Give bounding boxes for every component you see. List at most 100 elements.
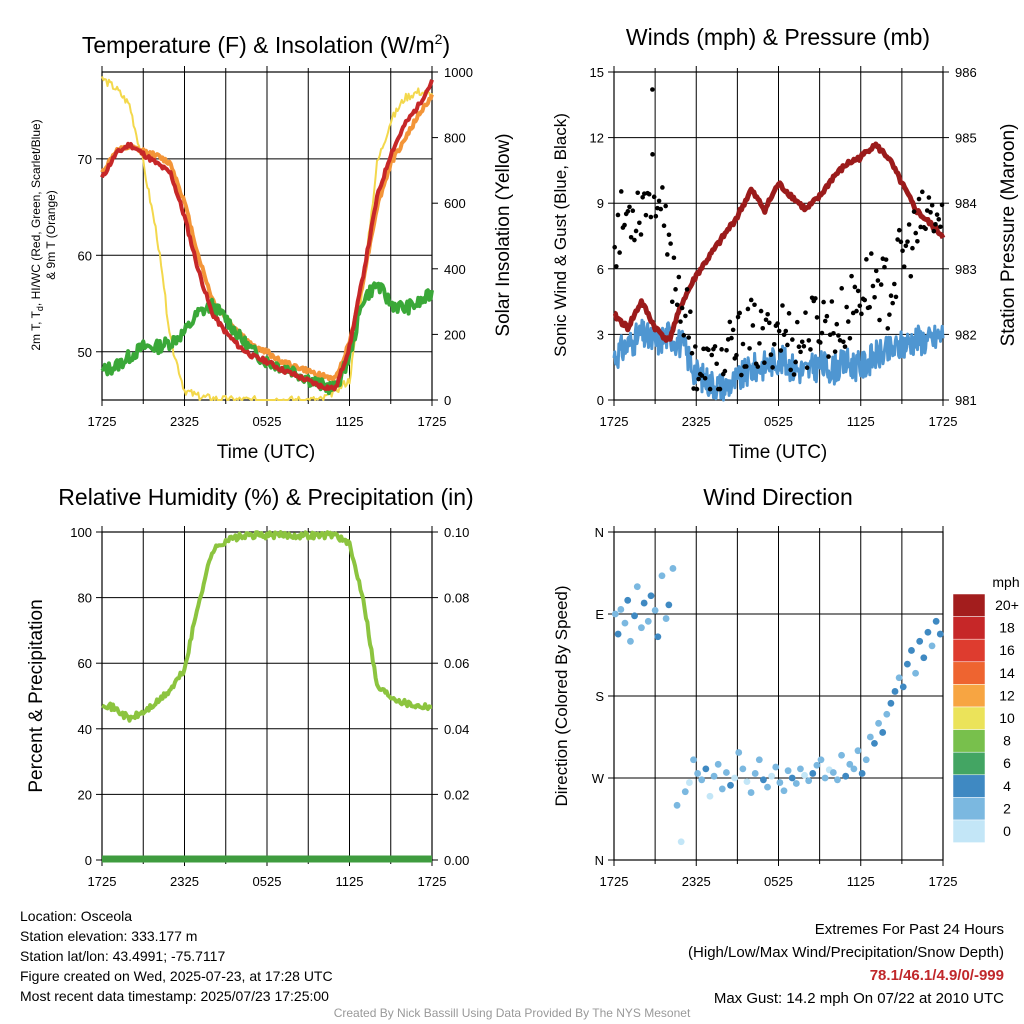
gust-point: [694, 386, 700, 392]
rh-y2tick-label: 0.04: [444, 722, 469, 737]
temp-y2tick-label: 800: [444, 131, 466, 146]
direction-point: [846, 760, 854, 768]
direction-point: [809, 770, 817, 777]
temperature-panel: Temperature (F) & Insolation (W/m2) 2m T…: [29, 31, 514, 463]
rh-xtick-label: 1725: [88, 874, 117, 889]
gust-point: [844, 304, 849, 310]
gust-point: [854, 308, 859, 314]
direction-point: [797, 765, 804, 773]
direction-point: [895, 674, 903, 682]
gust-point: [910, 245, 915, 251]
gust-point: [678, 319, 683, 324]
gust-point: [821, 299, 826, 305]
wind-xtick-label: 1125: [847, 414, 875, 429]
gust-point: [650, 152, 655, 157]
gust-point: [888, 293, 894, 299]
rh-ytick-label: 60: [78, 656, 92, 671]
gust-point: [632, 237, 637, 243]
gust-point: [887, 312, 892, 317]
direction-point: [858, 770, 866, 777]
wind-y2tick-label: 984: [955, 196, 977, 211]
gust-point: [689, 350, 695, 356]
gust-point: [929, 202, 935, 208]
gust-point: [781, 332, 787, 338]
direction-point: [669, 565, 677, 572]
colorbar-label: 10: [999, 710, 1015, 726]
direction-point: [662, 615, 670, 622]
gust-point: [819, 330, 825, 336]
direction-point: [899, 683, 907, 691]
gust-point: [648, 214, 654, 220]
direction-point: [694, 770, 702, 777]
temp-xtick-label: 1725: [418, 414, 447, 429]
direction-point: [644, 617, 652, 625]
wind-y2tick-label: 983: [955, 262, 977, 277]
gust-point: [673, 287, 678, 292]
gust-point: [653, 213, 659, 219]
gust-point: [651, 194, 657, 200]
wind-xtick-label: 1725: [600, 414, 629, 429]
colorbar-title: mph: [992, 574, 1019, 590]
gust-point: [762, 360, 767, 366]
gust-point: [618, 189, 624, 194]
dir-xtick-label: 1125: [847, 874, 875, 889]
humidity-panel: Relative Humidity (%) & Precipitation (i…: [26, 484, 474, 793]
gust-point: [920, 189, 925, 195]
gust-point: [936, 217, 942, 222]
gust-point: [855, 288, 861, 294]
gust-point: [878, 282, 884, 287]
temp-series-2m-t: [100, 79, 434, 392]
temperature-chart-title: Temperature (F) & Insolation (W/m2): [82, 31, 450, 58]
gust-point: [735, 314, 741, 320]
direction-point: [871, 739, 878, 747]
gust-point: [665, 252, 670, 257]
colorbar-label: 0: [1003, 823, 1011, 839]
direction-point: [903, 660, 911, 668]
extremes-values: 78.1/46.1/4.9/0/-999: [869, 967, 1004, 984]
gust-point: [836, 333, 841, 338]
rh-ytick-label: 0: [85, 853, 92, 868]
gust-point: [783, 328, 789, 334]
gust-point: [722, 368, 728, 374]
gust-point: [666, 232, 672, 238]
direction-point: [817, 756, 825, 764]
gust-point: [806, 338, 812, 343]
rh-ytick-label: 80: [78, 591, 92, 606]
gust-point: [905, 239, 910, 244]
winds-panel: Winds (mph) & Pressure (mb) Sonic Wind &…: [551, 24, 1019, 463]
direction-point: [698, 776, 706, 784]
dir-axes: N W S E N 1725 2325 0525 1125 1725: [592, 525, 958, 889]
dir-ytick-label: W: [592, 771, 605, 786]
direction-point: [784, 767, 792, 775]
gust-point: [869, 251, 874, 256]
gust-point: [799, 339, 805, 345]
gust-point: [627, 204, 632, 210]
gust-point: [939, 202, 945, 208]
direction-point: [813, 761, 821, 769]
direction-point: [776, 779, 784, 786]
direction-point: [673, 801, 681, 809]
temp-series-td: [100, 281, 434, 396]
gust-point: [637, 220, 642, 226]
direction-point: [801, 771, 808, 779]
gust-point: [913, 230, 919, 236]
direction-point: [690, 756, 697, 764]
winds-chart-title: Winds (mph) & Pressure (mb): [626, 24, 930, 50]
gust-point: [890, 300, 895, 306]
direction-point: [658, 572, 666, 580]
colorbar-label: 4: [1003, 778, 1011, 794]
dir-ytick-label: E: [595, 607, 604, 622]
gust-point: [901, 264, 907, 269]
colorbar-label: 6: [1003, 755, 1011, 771]
gust-point: [758, 308, 764, 314]
rh-xtick-label: 2325: [170, 874, 199, 889]
direction-point: [739, 765, 747, 773]
direction-point: [654, 633, 662, 641]
gust-point: [926, 195, 932, 200]
gust-point: [635, 190, 641, 196]
gust-point: [712, 344, 718, 349]
recent-timestamp: Most recent data timestamp: 2025/07/23 1…: [20, 988, 329, 1004]
direction-points: [611, 565, 944, 846]
gust-point: [852, 284, 858, 290]
